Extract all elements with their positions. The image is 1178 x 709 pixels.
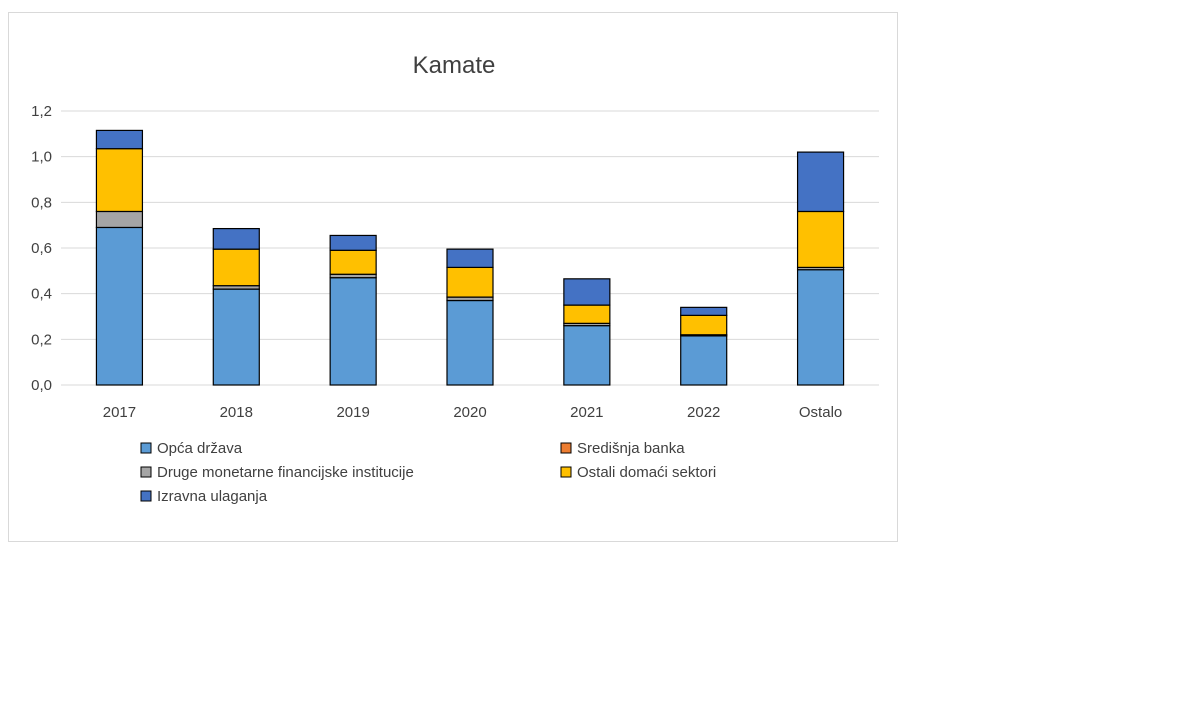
x-tick-label: 2017 xyxy=(103,404,136,421)
legend-label: Izravna ulaganja xyxy=(157,488,268,505)
bar-segment xyxy=(212,288,260,386)
x-tick-label: 2021 xyxy=(570,404,603,421)
bar-segment xyxy=(680,306,728,316)
x-tick-label: 2018 xyxy=(220,404,253,421)
bar-segment xyxy=(212,227,260,250)
bar-segment xyxy=(329,249,377,275)
bar-segment xyxy=(446,248,494,269)
legend-swatch xyxy=(140,442,152,454)
legend-swatch xyxy=(140,466,152,478)
legend-label: Opća država xyxy=(157,440,243,457)
y-tick-label: 0,4 xyxy=(31,286,52,303)
bar-segment xyxy=(680,335,728,386)
bar-segment xyxy=(329,277,377,386)
bar-segment xyxy=(563,304,611,324)
x-tick-label: 2020 xyxy=(453,404,486,421)
bar-segment xyxy=(95,226,144,386)
stacked-bar-chart: Kamate 0,00,20,40,60,81,01,2 2017 2018 201… xyxy=(31,52,879,505)
chart-frame: Kamate 0,0 0,2 0,4 0,6 0,8 1,0 1,2 2017 2018 201… xyxy=(8,12,898,542)
x-tick-label: Ostalo xyxy=(799,404,842,421)
bar-segment xyxy=(329,234,377,251)
y-axis: 0,0 0,2 0,4 0,6 0,8 1,0 1,2 xyxy=(31,103,52,394)
chart-title: Kamate xyxy=(413,52,496,79)
y-tick-label: 0,8 xyxy=(31,194,52,211)
bar-segment xyxy=(95,129,144,150)
bar-segment xyxy=(563,278,611,306)
bar-segment xyxy=(796,269,845,386)
legend-label: Druge monetarne financijske institucije xyxy=(157,464,414,481)
bar-segment xyxy=(446,266,494,298)
y-tick-label: 0,2 xyxy=(31,331,52,348)
y-tick-label: 1,0 xyxy=(31,149,52,166)
legend-label: Središnja banka xyxy=(577,440,685,457)
x-axis: 2017 2018 2019 2020 2021 2022 Ostalo xyxy=(103,404,843,421)
bar-segment xyxy=(796,151,845,213)
bar-segment xyxy=(95,148,144,213)
legend-swatch xyxy=(140,490,152,502)
bar-segment xyxy=(212,248,260,287)
y-tick-label: 0,0 xyxy=(31,377,52,394)
legend-label: Ostali domaći sektori xyxy=(577,464,716,481)
bar-segment xyxy=(563,325,611,386)
legend-swatch xyxy=(560,442,572,454)
y-tick-label: 1,2 xyxy=(31,103,52,120)
bar-segment xyxy=(680,314,728,336)
bars xyxy=(95,129,845,386)
legend: Opća država Središnja banka Druge monetarn… xyxy=(140,440,716,505)
x-tick-label: 2022 xyxy=(687,404,720,421)
x-tick-label: 2019 xyxy=(336,404,369,421)
bar-segment xyxy=(796,210,845,269)
bar-segment xyxy=(95,210,144,229)
y-tick-label: 0,6 xyxy=(31,240,52,257)
bar-segment xyxy=(446,299,494,386)
legend-swatch xyxy=(560,466,572,478)
